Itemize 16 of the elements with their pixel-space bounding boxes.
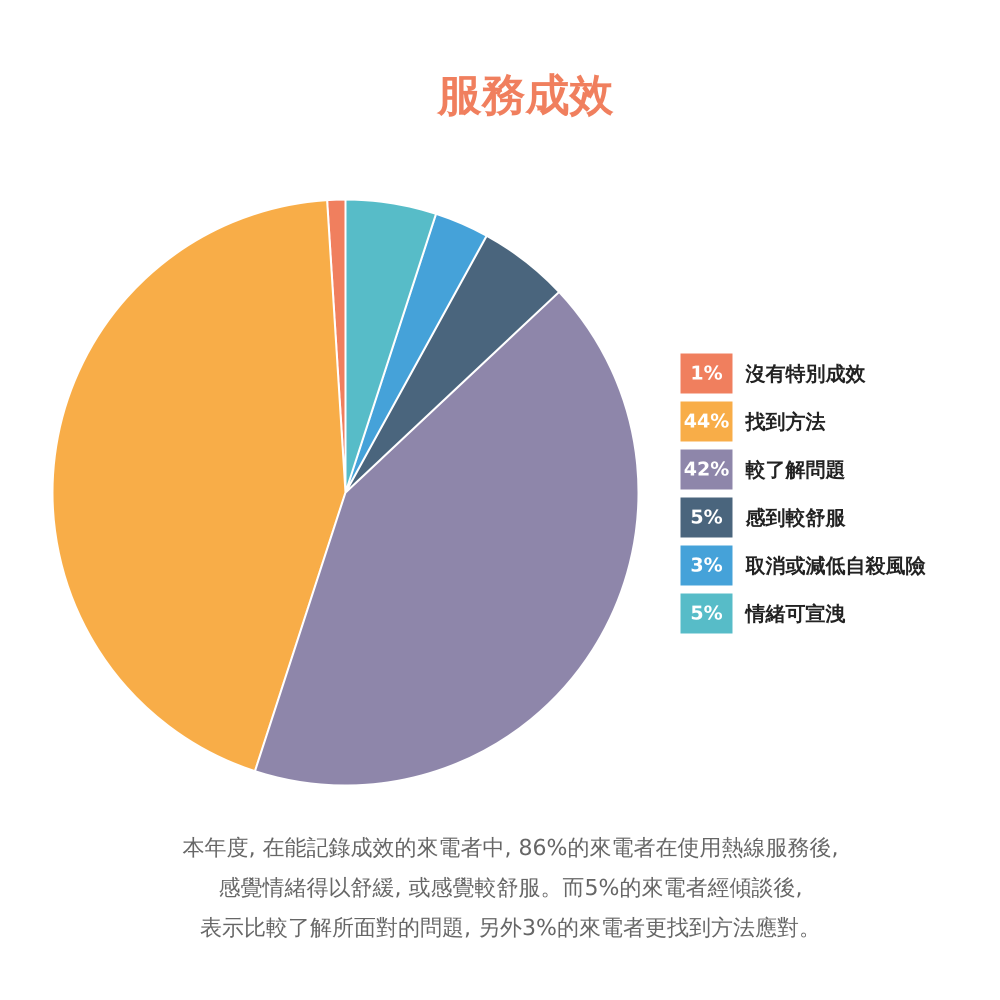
legend-label: 沒有特別成效 bbox=[744, 362, 866, 386]
data-label: 42% bbox=[684, 458, 730, 480]
data-label: 5% bbox=[690, 602, 723, 624]
legend-label: 取消或減低自殺風險 bbox=[744, 554, 926, 578]
data-label: 5% bbox=[690, 506, 723, 528]
data-label: 44% bbox=[684, 410, 730, 432]
legend-label: 較了解問題 bbox=[744, 458, 846, 482]
data-label: 3% bbox=[690, 554, 723, 576]
legend-label: 情緒可宣洩 bbox=[744, 602, 846, 626]
text: 本年度, 在能記錄成效的來電者中, 86%的來電者在使用熱線服務後, bbox=[182, 836, 838, 861]
legend-label: 感到較舒服 bbox=[744, 506, 846, 530]
data-label: 1% bbox=[690, 362, 723, 384]
chart-title: 服務成效 bbox=[436, 70, 614, 121]
legend-label: 找到方法 bbox=[744, 410, 826, 434]
text: 感覺情緒得以舒緩, 或感覺較舒服。而5%的來電者經傾談後, bbox=[218, 876, 802, 901]
text: 表示比較了解所面對的問題, 另外3%的來電者更找到方法應對。 bbox=[200, 916, 821, 941]
